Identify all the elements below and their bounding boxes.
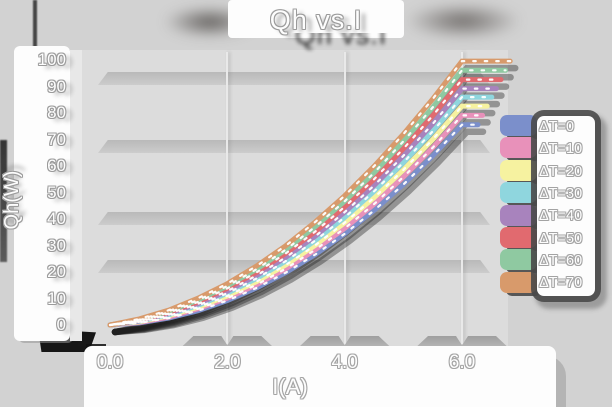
legend-swatch-dt-30[interactable] <box>500 182 537 204</box>
legend-swatch-dt-10[interactable] <box>500 137 537 159</box>
y-tick-label: 0 <box>56 315 66 334</box>
title-shadow-echo-text: Qh vs.I <box>294 33 388 50</box>
shadow-artifact-top-left <box>33 0 37 76</box>
legend-swatch-dt-20[interactable] <box>500 159 537 181</box>
grid-band <box>98 260 490 273</box>
grid-band <box>98 72 490 85</box>
x-tick-strip <box>84 346 556 407</box>
page-title: Qh vs.I <box>269 5 363 35</box>
legend-label-dt-20[interactable]: ΔT=20 <box>539 163 583 180</box>
y-tick-strip <box>14 46 70 341</box>
legend-label-dt-60[interactable]: ΔT=60 <box>539 252 583 269</box>
y-tick-label: 30 <box>47 235 66 255</box>
shadow-artifact-left-edge <box>0 140 7 262</box>
legend-label-dt-0[interactable]: ΔT=0 <box>539 119 575 135</box>
legend-swatch-dt-50[interactable] <box>500 227 537 248</box>
legend-label-dt-70[interactable]: ΔT=70 <box>539 275 583 292</box>
x-tick-label: 6.0 <box>448 352 476 373</box>
legend-swatch-dt-60[interactable] <box>500 249 537 271</box>
y-tick-label: 40 <box>47 209 66 228</box>
plot-area <box>78 50 508 346</box>
y-tick-label: 90 <box>47 76 66 96</box>
vertical-gridline <box>461 52 463 344</box>
y-tick-label: 70 <box>47 129 66 149</box>
x-tick-label: 2.0 <box>214 352 241 373</box>
grid-band <box>98 140 490 153</box>
title-background <box>228 0 404 38</box>
y-tick-label: 50 <box>47 182 66 202</box>
vertical-gridline <box>226 52 229 344</box>
y-tick-label: 80 <box>47 103 66 122</box>
legend-background <box>537 116 595 296</box>
grid-band <box>98 212 490 225</box>
title-shadow-echo: Qh vs.I <box>236 33 446 54</box>
legend-swatch-dt-0[interactable] <box>500 115 537 136</box>
legend-label-dt-10[interactable]: ΔT=10 <box>539 141 583 158</box>
legend-label-dt-30[interactable]: ΔT=30 <box>539 185 583 202</box>
y-tick-label: 60 <box>47 156 66 175</box>
vertical-gridline <box>343 52 346 344</box>
x-axis-label: I(A) <box>272 374 308 399</box>
legend-label-dt-40[interactable]: ΔT=40 <box>539 208 583 225</box>
title-shadow-smudge-right <box>388 0 538 44</box>
y-tick-label: 20 <box>47 262 66 281</box>
legend-label-dt-50[interactable]: ΔT=50 <box>539 230 583 247</box>
y-tick-label: 100 <box>37 50 66 69</box>
x-tick-label: 4.0 <box>331 352 358 373</box>
y-tick-label: 10 <box>47 288 66 308</box>
legend-swatch-dt-70[interactable] <box>500 271 537 293</box>
x-tick-label: 0.0 <box>96 352 124 373</box>
legend-swatch-dt-40[interactable] <box>500 204 537 226</box>
y-strip-edge <box>70 50 82 341</box>
